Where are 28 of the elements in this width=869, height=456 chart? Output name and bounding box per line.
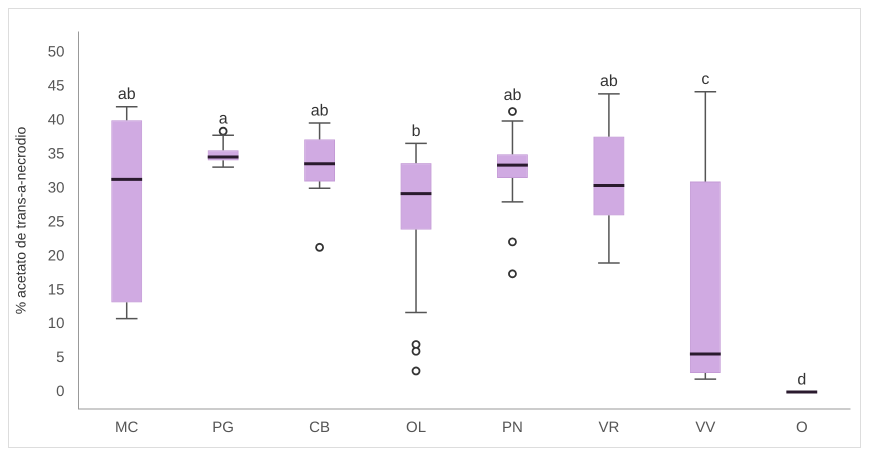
annotation: c	[701, 71, 710, 88]
y-axis-title: % acetato de trans-a-necrodio	[12, 126, 28, 314]
annotation: ab	[504, 86, 522, 104]
y-tick-label: 50	[48, 44, 64, 61]
y-tick-label: 30	[48, 179, 64, 196]
annotation: ab	[600, 73, 618, 90]
y-tick-label: 20	[48, 247, 64, 264]
annotation: d	[797, 371, 806, 388]
y-tick-label: 0	[56, 383, 64, 400]
annotation: a	[218, 110, 228, 128]
x-tick-label: PG	[212, 419, 234, 436]
x-tick-label: O	[796, 419, 808, 436]
y-tick-label: 40	[48, 111, 64, 128]
x-tick-label: VR	[598, 419, 620, 436]
x-tick-label: CB	[309, 419, 330, 436]
x-tick-label: VV	[695, 419, 716, 436]
x-tick-label: OL	[406, 419, 426, 436]
y-tick-label: 5	[56, 349, 64, 366]
y-tick-label: 15	[48, 281, 64, 298]
annotation: b	[412, 122, 421, 140]
y-tick-label: 35	[48, 145, 64, 162]
y-tick-label: 45	[48, 77, 64, 94]
annotation: ab	[118, 86, 136, 104]
y-tick-label: 10	[48, 315, 64, 332]
x-tick-label: PN	[502, 419, 523, 436]
y-tick-label: 25	[48, 213, 64, 230]
annotation: ab	[310, 102, 329, 120]
x-tick-label: MC	[115, 419, 139, 436]
